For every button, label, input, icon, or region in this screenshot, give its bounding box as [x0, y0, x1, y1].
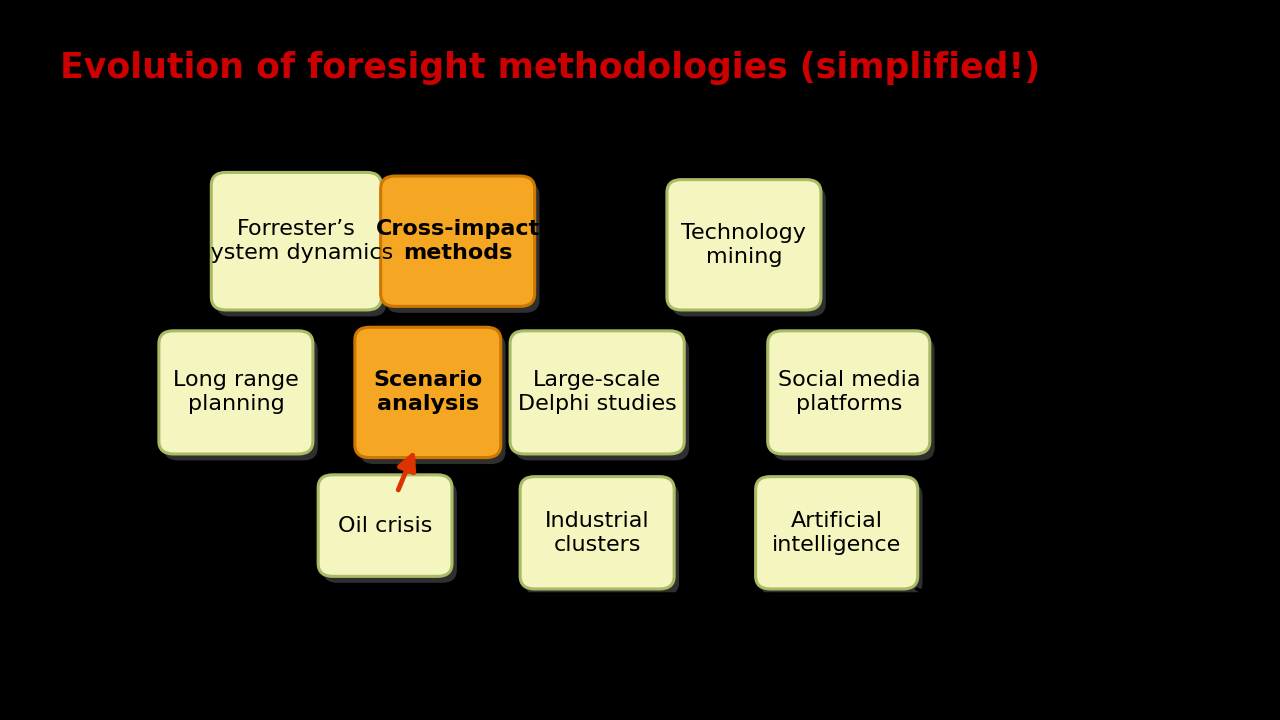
Text: Artificial
intelligence: Artificial intelligence — [772, 510, 901, 555]
Text: Large-scale
Delphi studies: Large-scale Delphi studies — [518, 370, 677, 415]
Text: Oil crisis: Oil crisis — [338, 516, 433, 536]
FancyBboxPatch shape — [672, 186, 826, 317]
Text: 2000: 2000 — [652, 621, 712, 642]
FancyBboxPatch shape — [773, 337, 934, 461]
Text: 1980: 1980 — [422, 621, 483, 642]
FancyBboxPatch shape — [355, 327, 500, 458]
FancyBboxPatch shape — [380, 176, 535, 307]
FancyBboxPatch shape — [385, 183, 539, 312]
FancyBboxPatch shape — [511, 331, 685, 454]
Text: 2010: 2010 — [767, 621, 826, 642]
FancyBboxPatch shape — [211, 173, 381, 310]
FancyBboxPatch shape — [515, 337, 689, 461]
FancyBboxPatch shape — [360, 334, 506, 464]
Text: 1970: 1970 — [308, 621, 369, 642]
FancyBboxPatch shape — [525, 483, 678, 595]
FancyBboxPatch shape — [755, 477, 918, 589]
Text: Long range
planning: Long range planning — [173, 370, 298, 415]
FancyBboxPatch shape — [520, 477, 675, 589]
Text: Scenario
analysis: Scenario analysis — [374, 370, 483, 415]
FancyBboxPatch shape — [667, 179, 820, 310]
FancyBboxPatch shape — [319, 475, 452, 576]
Text: 1960: 1960 — [193, 621, 253, 642]
Text: Evolution of foresight methodologies (simplified!): Evolution of foresight methodologies (si… — [60, 51, 1041, 86]
Text: Cross-impact
methods: Cross-impact methods — [375, 219, 540, 264]
Text: 2020: 2020 — [881, 621, 941, 642]
FancyBboxPatch shape — [159, 331, 312, 454]
FancyBboxPatch shape — [323, 481, 457, 583]
Text: 1990: 1990 — [538, 621, 598, 642]
FancyBboxPatch shape — [216, 179, 387, 317]
FancyBboxPatch shape — [164, 337, 317, 461]
FancyBboxPatch shape — [760, 483, 923, 595]
Text: Industrial
clusters: Industrial clusters — [545, 510, 649, 555]
FancyBboxPatch shape — [768, 331, 929, 454]
Text: Social media
platforms: Social media platforms — [777, 370, 920, 415]
Text: Forrester’s
system dynamics: Forrester’s system dynamics — [200, 219, 393, 264]
Text: Technology
mining: Technology mining — [681, 222, 806, 267]
